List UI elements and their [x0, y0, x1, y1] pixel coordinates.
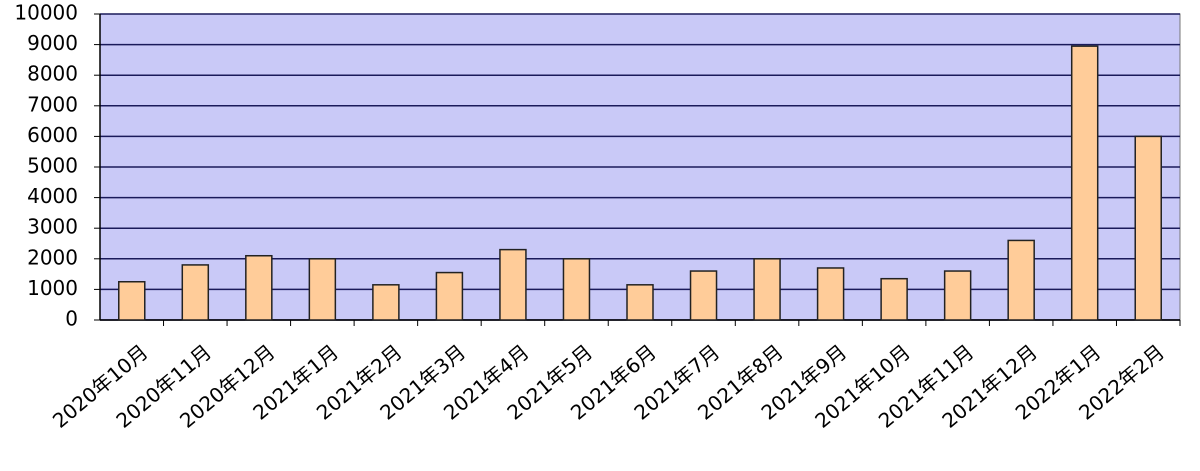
bar [118, 281, 146, 321]
bar [943, 270, 972, 321]
y-tick-label: 8000 [27, 62, 78, 86]
bar [689, 270, 718, 321]
y-tick-label: 1000 [27, 276, 78, 300]
bar [1134, 135, 1162, 321]
y-tick-label: 3000 [27, 215, 78, 239]
y-tick-label: 10000 [14, 1, 78, 25]
bar [308, 258, 337, 321]
bar [499, 248, 527, 321]
y-tick-label: 9000 [27, 31, 78, 55]
y-tick-label: 0 [65, 307, 78, 331]
bar [816, 267, 845, 321]
bar [1007, 239, 1035, 321]
y-tick-label: 4000 [27, 184, 78, 208]
bar [753, 258, 781, 321]
y-tick-label: 7000 [27, 92, 78, 116]
bar [435, 271, 464, 321]
bar [181, 264, 210, 321]
y-tick-label: 6000 [27, 123, 78, 147]
bar [880, 277, 908, 321]
bar [626, 284, 654, 321]
bar [372, 284, 400, 321]
y-tick-label: 5000 [27, 154, 78, 178]
bar [245, 254, 273, 321]
y-tick-label: 2000 [27, 245, 78, 269]
bar [562, 258, 591, 321]
bar [1070, 45, 1099, 321]
